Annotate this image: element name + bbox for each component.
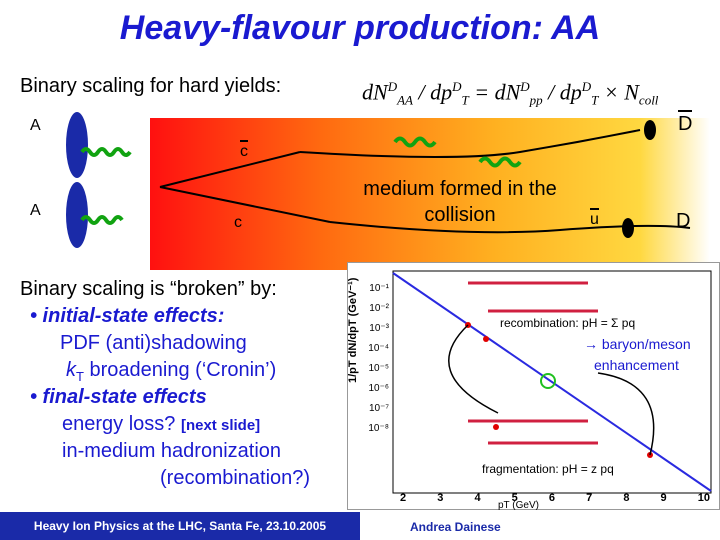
xtick-6: 6: [548, 492, 555, 504]
spectrum-plot: 1/pT dN/dpT (GeV⁻¹) 10⁻¹ 10⁻² 10⁻³ 10⁻⁴ …: [347, 262, 720, 511]
footer-author: Andrea Dainese: [410, 520, 501, 534]
xtick-2: 2: [400, 492, 407, 504]
xtick-9: 9: [660, 492, 667, 504]
quark-line-c-bar: [159, 151, 301, 188]
ytick-4: 10⁻⁴: [368, 343, 389, 354]
bullet-recombination: (recombination?): [160, 467, 311, 489]
collision-diagram: [80, 120, 691, 238]
binary-scaling-subtitle: Binary scaling for hard yields:: [20, 75, 282, 97]
quark-u-bar-label: u: [590, 208, 599, 229]
medium-gradient-fade: [640, 118, 710, 270]
meson-top-label: D: [678, 110, 693, 136]
xtick-4: 4: [474, 492, 481, 504]
bullet-energy-loss: energy loss? [next slide]: [62, 413, 261, 435]
enhancement-label: enhancement: [594, 357, 679, 373]
fragmentation-label: fragmentation: pH = z pq: [482, 462, 614, 476]
footer-right-band: [360, 512, 720, 540]
ytick-8: 10⁻⁸: [368, 423, 389, 434]
quark-c-bar-label: c: [240, 140, 248, 161]
plot-frame: [392, 270, 712, 494]
bullet-final-state: • final-state effects: [30, 386, 207, 408]
nucleus-top: [66, 112, 88, 178]
quark-c-label: c: [234, 214, 242, 231]
bullet-initial-state: • initial-state effects:: [30, 305, 225, 327]
medium-gradient: [150, 118, 640, 270]
plot-xlabel: pT (GeV): [498, 500, 539, 511]
medium-caption: medium formed in the collision: [363, 178, 557, 226]
xtick-5: 5: [511, 492, 518, 504]
spectrum-plot-svg: [392, 270, 712, 494]
meson-top-marker: [644, 120, 656, 140]
xtick-10: 10: [697, 492, 710, 504]
bullet-kt: kT broadening (‘Cronin’): [66, 359, 277, 384]
recombination-label: recombination: pH = Σ pq: [500, 316, 636, 330]
plot-xticks: 2 3 4 5 6 7 8 9 10: [400, 492, 710, 504]
gluon-mid-right: [478, 156, 522, 168]
ytick-1: 10⁻¹: [369, 283, 389, 294]
enhancement-circle: [540, 373, 556, 389]
meson-bottom-label: D: [676, 210, 691, 232]
ytick-2: 10⁻²: [369, 303, 389, 314]
point-frag-1: [493, 424, 499, 430]
gluon-bottom-left: [80, 215, 124, 225]
bullet-pdf: PDF (anti)shadowing: [60, 332, 247, 354]
spectrum-line: [392, 272, 712, 492]
baryon-meson-label: → baryon/meson: [584, 336, 691, 352]
xtick-8: 8: [623, 492, 630, 504]
ytick-6: 10⁻⁶: [368, 383, 389, 394]
curve-arrow-left: [448, 324, 499, 414]
curve-arrow-right: [597, 372, 655, 456]
page-title: Heavy-flavour production: AA: [119, 9, 601, 47]
nucleus-top-label: A: [30, 117, 41, 134]
bullet-intro: Binary scaling is “broken” by:: [20, 278, 277, 300]
quark-path-top: [299, 129, 641, 158]
footer-conference: Heavy Ion Physics at the LHC, Santa Fe, …: [0, 512, 360, 540]
gluon-top-right: [393, 136, 437, 148]
ytick-7: 10⁻⁷: [368, 403, 389, 414]
point-recomb-2: [483, 336, 489, 342]
xtick-7: 7: [586, 492, 593, 504]
quark-path-bottom: [329, 221, 691, 234]
ytick-3: 10⁻³: [369, 323, 389, 334]
bullet-hadronization: in-medium hadronization: [62, 440, 282, 462]
meson-bottom-marker: [622, 218, 634, 238]
plot-yticks: 10⁻¹ 10⁻² 10⁻³ 10⁻⁴ 10⁻⁵ 10⁻⁶ 10⁻⁷ 10⁻⁸: [357, 279, 389, 439]
quark-line-c: [159, 186, 331, 223]
gluon-top-left: [80, 147, 132, 157]
scaling-formula: dNDAA / dpDT = dNDpp / dpDT × Ncoll: [362, 79, 659, 108]
nucleus-bottom: [66, 182, 88, 248]
nucleus-bottom-label: A: [30, 202, 41, 219]
ytick-5: 10⁻⁵: [368, 363, 389, 374]
xtick-3: 3: [437, 492, 444, 504]
